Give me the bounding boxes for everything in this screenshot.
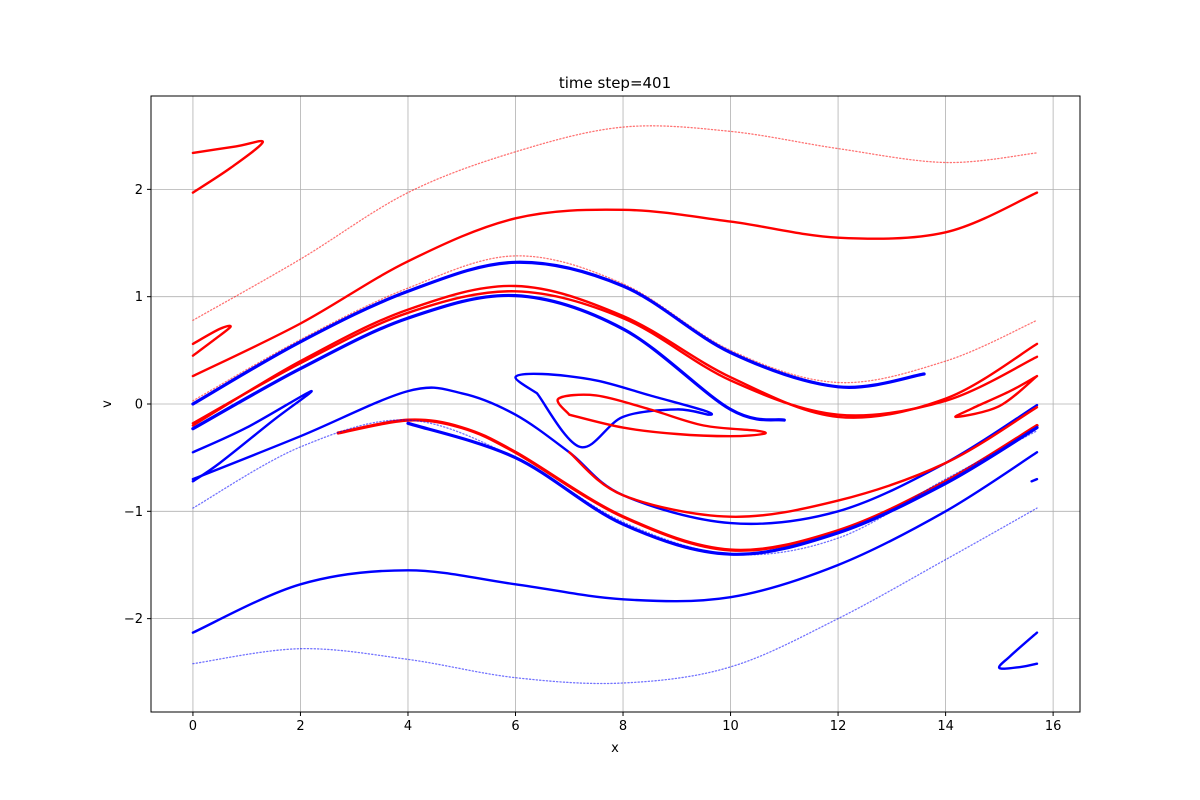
y-tick-label: 1 [135,290,143,305]
x-tick-label: 12 [830,719,847,734]
red-filament-17 [954,374,1039,419]
red-filament-14 [336,418,1039,552]
x-tick-label: 6 [511,719,519,734]
blue-filament-16 [192,419,1038,556]
x-tick-label: 0 [189,719,197,734]
blue-filament-19 [1030,477,1039,483]
blue-filament-11 [514,372,714,449]
grid-lines [151,96,1080,712]
y-axis-label: v [100,400,115,408]
x-tick-label: 14 [937,719,954,734]
x-axis-ticks: 0 2 4 6 8 10 12 14 16 [189,712,1062,734]
red-filament-12 [556,393,767,438]
x-tick-label: 10 [722,719,739,734]
data-series [191,125,1039,685]
blue-filament-8 [191,293,786,431]
blue-filament-18 [191,451,1039,634]
red-filament-2 [191,191,1039,378]
red-filament-1 [191,139,265,194]
x-tick-label: 16 [1045,719,1062,734]
blue-filament-20 [192,507,1038,685]
red-filament-3 [191,324,232,357]
red-filament-0 [192,125,1038,321]
red-filament-13 [568,406,1039,518]
blue-filament-9 [191,389,313,483]
x-tick-label: 8 [619,719,627,734]
chart-title: time step=401 [559,74,671,92]
blue-filament-5 [191,260,926,406]
y-tick-label: 2 [135,183,143,198]
x-tick-label: 4 [404,719,412,734]
y-tick-label: 0 [135,398,143,413]
red-filament-4 [192,255,1038,402]
x-tick-label: 2 [296,719,304,734]
red-filament-7 [191,290,1039,425]
y-tick-label: −1 [124,505,143,520]
x-axis-label: x [611,741,619,756]
y-axis-ticks: −2 −1 0 1 2 [124,183,151,627]
blue-filament-21 [997,631,1039,670]
y-tick-label: −2 [124,612,143,627]
